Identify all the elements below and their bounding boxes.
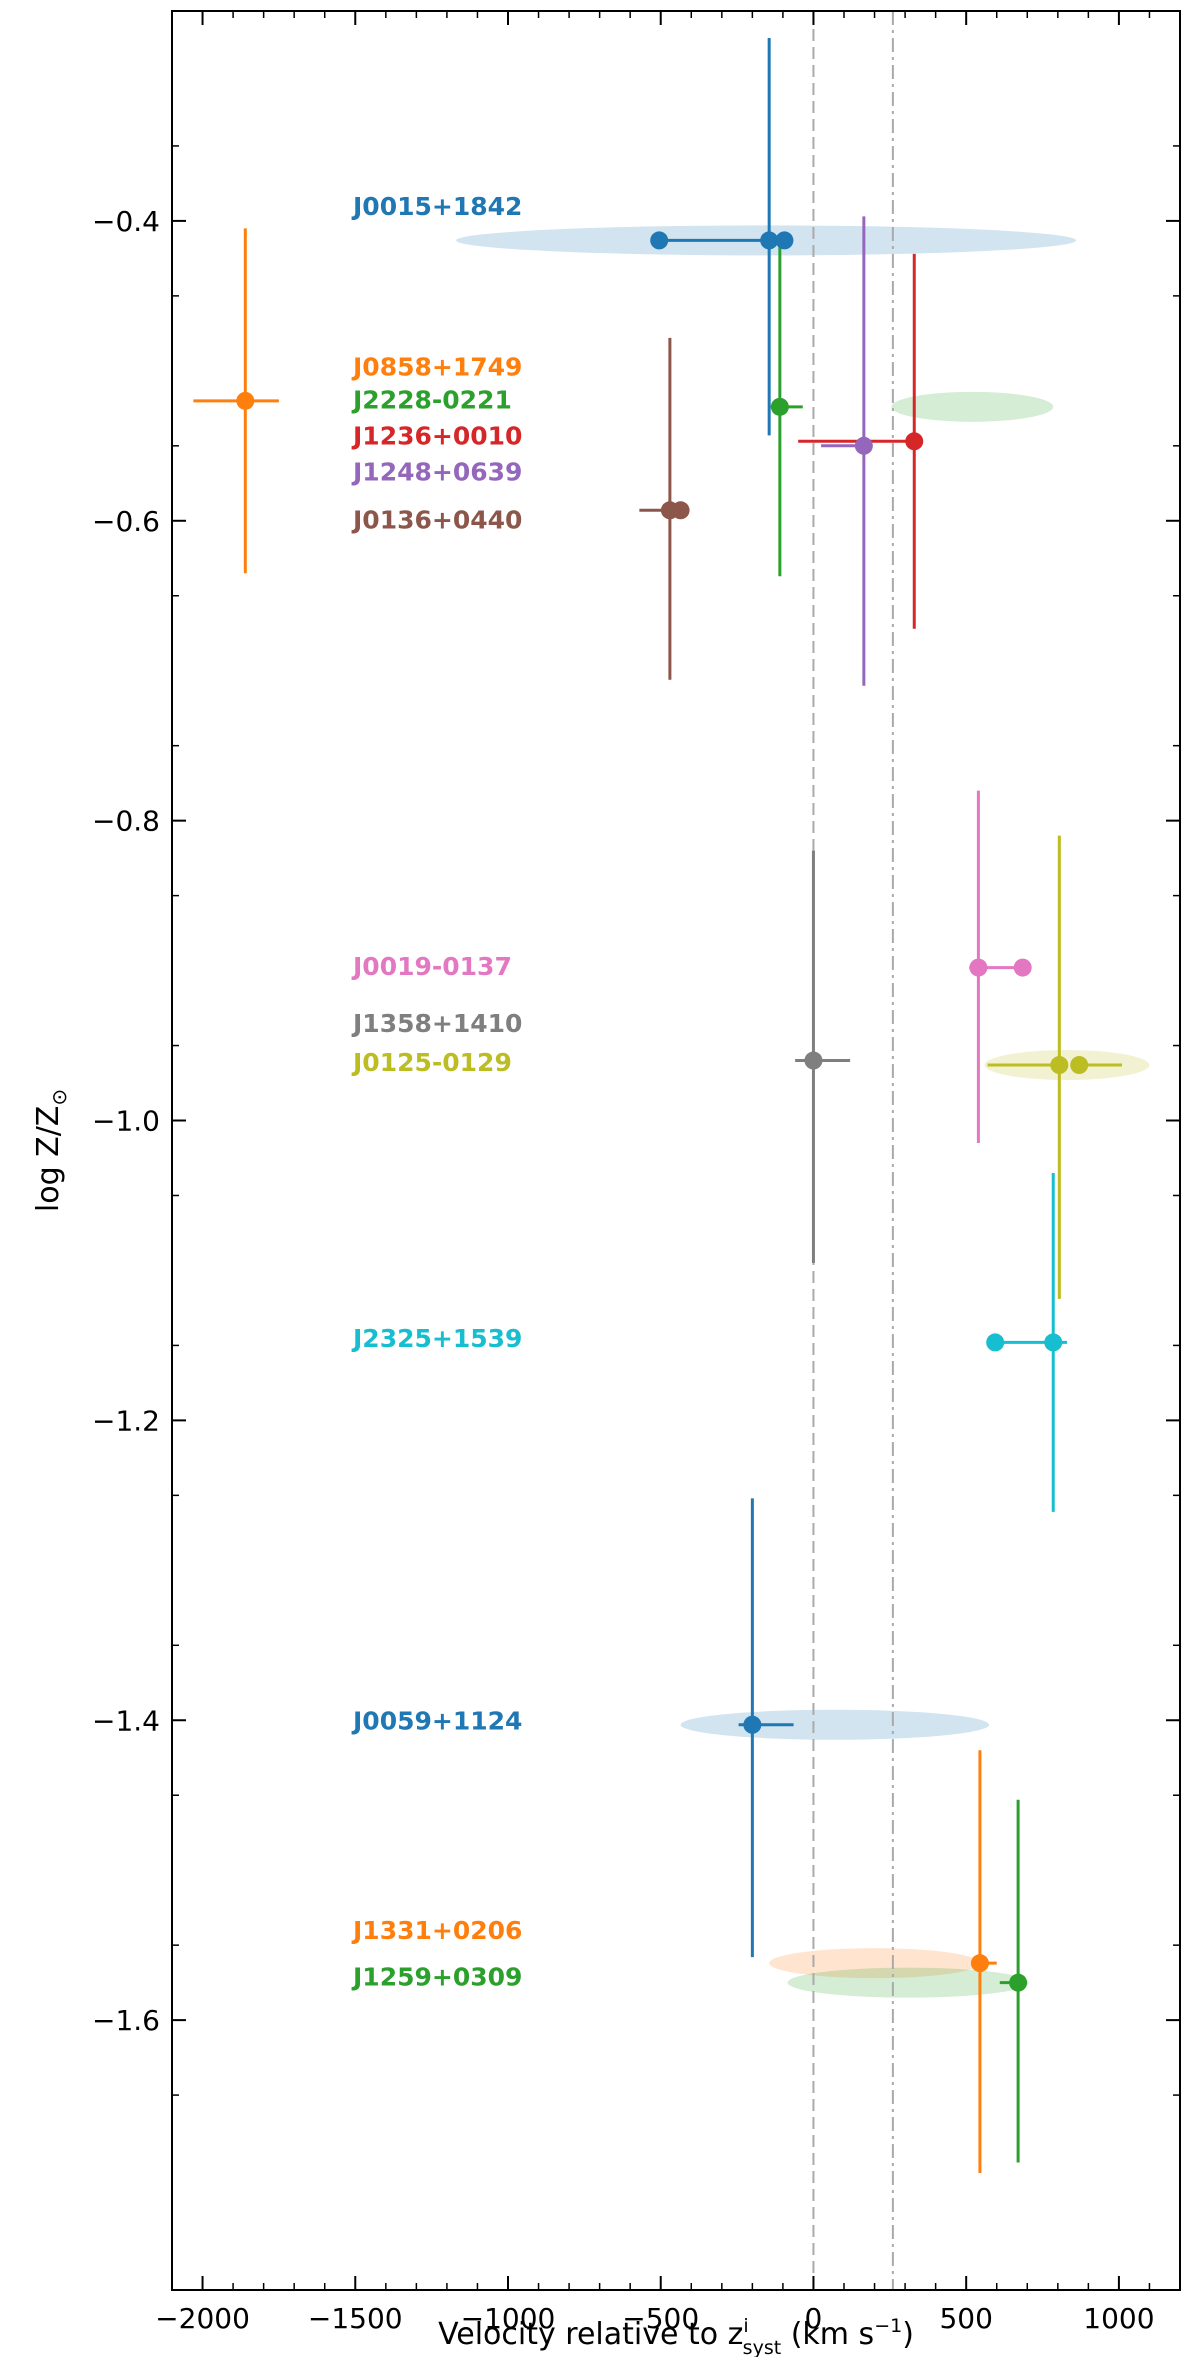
data-point: [1013, 958, 1032, 977]
x-tick-label: −1000: [461, 2302, 556, 2335]
y-tick-label: −1.2: [92, 1404, 160, 1437]
data-point: [970, 1954, 989, 1973]
x-tick-label: 500: [939, 2302, 992, 2335]
x-tick-label: −1500: [308, 2302, 403, 2335]
data-point: [650, 231, 669, 250]
data-point: [986, 1333, 1005, 1352]
object-label: J0125-0129: [351, 1048, 512, 1077]
data-point: [775, 231, 794, 250]
x-tick-label: −2000: [155, 2302, 250, 2335]
velocity-band: [769, 1948, 980, 1979]
object-label: J1331+0206: [351, 1916, 522, 1945]
data-point: [743, 1715, 762, 1734]
data-point: [854, 436, 873, 455]
object-label: J0019-0137: [351, 952, 512, 981]
object-label: J1259+0309: [351, 1963, 522, 1992]
x-tick-label: −500: [622, 2302, 699, 2335]
x-axis-label: Velocity relative to zi syst (km s−1): [438, 2315, 914, 2357]
data-point: [905, 432, 924, 451]
velocity-bands: [456, 225, 1150, 1998]
data-points: [236, 231, 1089, 1992]
object-label: J0015+1842: [351, 192, 522, 221]
object-label: J0858+1749: [351, 352, 522, 381]
velocity-band: [891, 391, 1054, 422]
object-labels: J0015+1842 J0858+1749 J2228-0221 J1236+0010…: [351, 192, 522, 1992]
object-label: J2325+1539: [351, 1324, 522, 1353]
data-point: [1009, 1973, 1028, 1992]
error-bars: [193, 37, 1122, 2174]
data-point: [804, 1051, 823, 1070]
y-axis-ticks: −0.4 −0.6 −0.8 −1.0 −1.2 −1.4 −1.6: [92, 145, 1180, 2096]
x-tick-label: 0: [805, 2302, 823, 2335]
object-label: J0059+1124: [351, 1706, 522, 1735]
y-axis-label: log Z/Z⊙: [31, 1089, 71, 1212]
object-label: J1236+0010: [351, 421, 522, 450]
y-tick-label: −1.0: [92, 1105, 160, 1138]
reference-lines: [812, 11, 894, 2290]
object-label: J1358+1410: [351, 1009, 522, 1038]
object-label: J0136+0440: [351, 505, 522, 534]
y-tick-label: −1.4: [92, 1704, 160, 1737]
velocity-band: [787, 1967, 1029, 1998]
data-point: [671, 501, 690, 520]
data-point: [236, 391, 255, 410]
y-tick-label: −0.6: [92, 505, 160, 538]
x-tick-label: 1000: [1083, 2302, 1154, 2335]
object-label: J2228-0221: [351, 385, 512, 414]
y-tick-label: −0.4: [92, 205, 160, 238]
data-point: [1044, 1333, 1063, 1352]
velocity-band: [680, 1709, 990, 1740]
data-point: [760, 231, 779, 250]
data-point: [1050, 1056, 1069, 1075]
data-point: [770, 397, 789, 416]
x-axis-ticks: −2000 −1500 −1000 −500 0 500 1000: [155, 11, 1155, 2335]
object-label: J1248+0639: [351, 457, 522, 486]
data-point: [969, 958, 988, 977]
data-point: [1070, 1056, 1089, 1075]
y-tick-label: −1.6: [92, 2004, 160, 2037]
plot-frame: [171, 10, 1181, 2291]
y-tick-label: −0.8: [92, 805, 160, 838]
